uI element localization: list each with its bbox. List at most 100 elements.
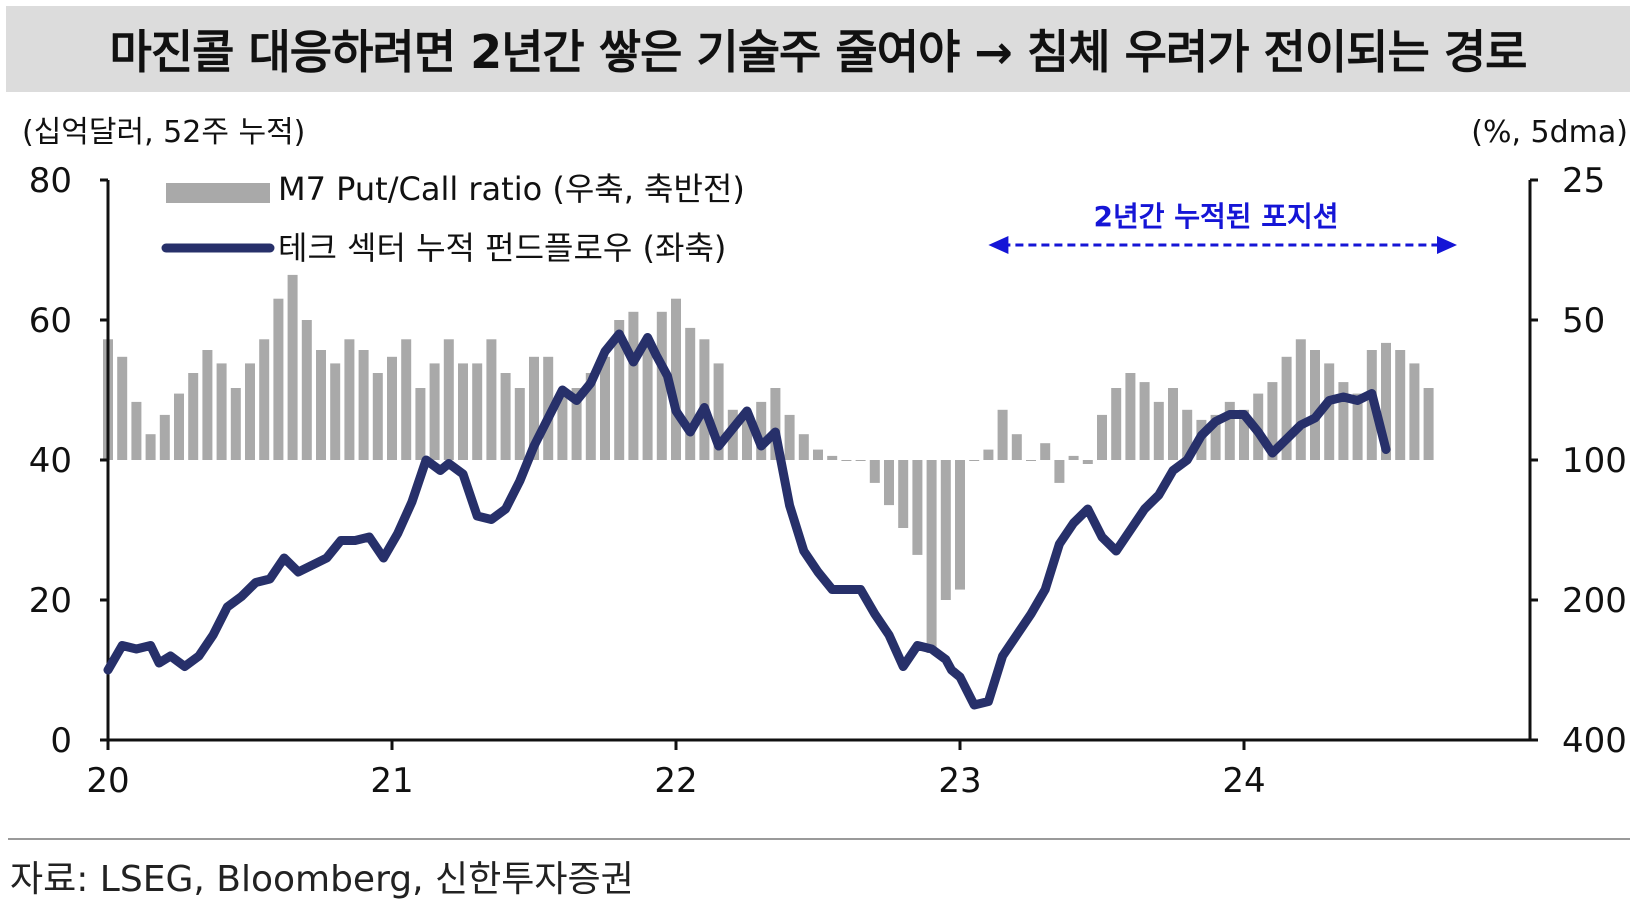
put-call-bar (685, 327, 696, 460)
put-call-bar (316, 350, 326, 460)
put-call-bar (273, 298, 284, 460)
put-call-bar (216, 363, 227, 460)
put-call-bar (841, 460, 852, 461)
put-call-bar (813, 449, 823, 460)
position-annotation: 2년간 누적된 포지션 (988, 200, 1457, 254)
left-tick-label: 60 (29, 301, 72, 341)
put-call-bar (415, 388, 426, 460)
source-note: 자료: LSEG, Bloomberg, 신한투자증권 (10, 859, 634, 900)
put-call-bar (955, 460, 965, 590)
put-call-bar (884, 460, 894, 506)
put-call-bar (1097, 414, 1107, 460)
put-call-bar (330, 363, 341, 460)
left-tick-label: 20 (29, 581, 72, 621)
put-call-bar (1224, 401, 1235, 460)
put-call-bar (145, 434, 156, 460)
put-call-bar (557, 393, 568, 460)
put-call-bar (614, 320, 625, 460)
right-axis-label: (%, 5dma) (1471, 115, 1628, 150)
legend-bar-label: M7 Put/Call ratio (우축, 축반전) (278, 170, 745, 208)
put-call-bar (245, 363, 255, 460)
put-call-bar (1125, 373, 1136, 460)
put-call-bar (798, 434, 809, 460)
put-call-bar (202, 350, 213, 460)
put-call-bar (174, 393, 184, 460)
put-call-bar (401, 339, 412, 460)
x-tick-label: 23 (938, 761, 981, 801)
put-call-bar (997, 409, 1008, 460)
put-call-bar (514, 388, 525, 460)
put-call-bar (387, 356, 397, 460)
put-call-bars (103, 274, 1434, 653)
put-call-bar (1267, 382, 1278, 460)
legend-line-label: 테크 섹터 누적 펀드플로우 (좌축) (278, 229, 726, 267)
legend-bar-swatch (166, 183, 270, 203)
chart-axes (100, 178, 1538, 750)
put-call-bar (585, 373, 596, 460)
legend: M7 Put/Call ratio (우축, 축반전) 테크 섹터 누적 펀드플… (161, 170, 745, 267)
right-tick-label: 50 (1562, 301, 1605, 341)
right-tick-label: 25 (1562, 161, 1605, 201)
put-call-bar (926, 460, 937, 653)
put-call-bar (1281, 356, 1292, 460)
right-tick-label: 100 (1562, 441, 1627, 481)
title-bar: 마진콜 대응하려면 2년간 쌓은 기술주 줄여야 → 침체 우려가 전이되는 경… (6, 6, 1630, 92)
put-call-bar (259, 339, 270, 460)
left-tick-label: 40 (29, 441, 72, 481)
put-call-bar (940, 460, 951, 600)
put-call-bar (898, 460, 909, 528)
put-call-bar (1182, 409, 1193, 460)
put-call-bar (1068, 455, 1079, 460)
put-call-bar (983, 449, 994, 460)
put-call-bar (642, 339, 653, 460)
annotation-arrow-right (1437, 236, 1457, 254)
put-call-bar (628, 311, 639, 460)
put-call-bar (1054, 460, 1065, 483)
put-call-bar (344, 339, 355, 460)
put-call-bar (1139, 382, 1150, 460)
put-call-bar (1409, 363, 1420, 460)
left-tick-label: 0 (50, 721, 72, 761)
put-call-bar (230, 388, 241, 460)
put-call-bar (1395, 350, 1406, 460)
put-call-bar (1011, 434, 1022, 460)
put-call-bar (1338, 382, 1349, 460)
put-call-bar (486, 339, 497, 460)
put-call-bar (770, 388, 781, 460)
put-call-bar (358, 350, 369, 460)
put-call-bar (869, 460, 880, 483)
put-call-bar (1381, 342, 1391, 460)
put-call-bar (1040, 443, 1051, 460)
tech-fund-flow-line (103, 329, 1391, 710)
left-axis-label: (십억달러, 52주 누적) (22, 115, 305, 150)
put-call-bar (301, 320, 312, 460)
put-call-bar (1153, 401, 1164, 460)
put-call-bar (131, 401, 142, 460)
put-call-bar (429, 363, 440, 460)
put-call-bar (756, 401, 767, 460)
put-call-bar (1168, 388, 1178, 460)
put-call-bar (500, 373, 511, 460)
put-call-bar (600, 356, 610, 460)
put-call-bar (1423, 388, 1434, 460)
put-call-bar (671, 298, 681, 460)
put-call-bar (1310, 350, 1320, 460)
x-tick-label: 20 (86, 761, 129, 801)
put-call-bar (1239, 409, 1249, 460)
put-call-bar (969, 460, 980, 461)
put-call-bar (1295, 339, 1306, 460)
put-call-bar (784, 414, 795, 460)
put-call-bar (529, 356, 539, 460)
source-divider (8, 838, 1630, 840)
put-call-bar (1082, 460, 1093, 464)
left-tick-label: 80 (29, 161, 72, 201)
put-call-bar (1352, 393, 1363, 460)
put-call-bar (287, 274, 298, 460)
put-call-bar (1111, 388, 1122, 460)
put-call-bar (1324, 363, 1335, 460)
chart-title: 마진콜 대응하려면 2년간 쌓은 기술주 줄여야 → 침체 우려가 전이되는 경… (109, 25, 1528, 79)
right-tick-label: 200 (1562, 581, 1627, 621)
x-tick-label: 22 (654, 761, 697, 801)
put-call-bar (742, 414, 752, 460)
put-call-bar (458, 363, 468, 460)
